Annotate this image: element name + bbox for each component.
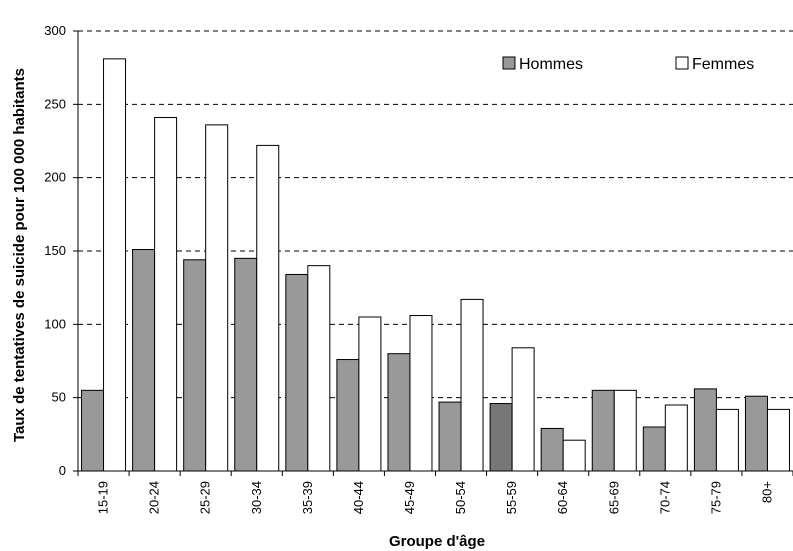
x-tick-label-30-34: 30-34: [249, 481, 264, 514]
bars: [81, 58, 790, 472]
x-tick-label-25-29: 25-29: [198, 481, 213, 514]
y-tick-label-0: 0: [59, 463, 66, 478]
x-tick-label-65-69: 65-69: [606, 481, 621, 514]
bar-femmes-70-74: [664, 404, 688, 472]
x-tick-label-60-64: 60-64: [555, 481, 570, 514]
bar-hommes-55-59: [489, 403, 513, 472]
bar-hommes-70-74: [642, 426, 666, 472]
x-tick-label-15-19: 15-19: [96, 481, 111, 514]
bar-hommes-20-24: [132, 249, 156, 472]
bar-hommes-60-64: [540, 427, 564, 472]
x-tick-label-55-59: 55-59: [504, 481, 519, 514]
bar-femmes-25-29: [205, 124, 229, 472]
bar-femmes-65-69: [613, 389, 637, 472]
y-tick-label-100: 100: [44, 316, 66, 331]
legend-swatch-hommes: [502, 56, 516, 70]
bar-hommes-35-39: [285, 273, 309, 472]
bar-femmes-60-64: [562, 439, 586, 472]
x-tick-label-50-54: 50-54: [453, 481, 468, 514]
y-tick-labels: 0 50 100 150 200 250 300: [44, 23, 66, 478]
x-tick-label-20-24: 20-24: [147, 481, 162, 514]
legend-label-femmes: Femmes: [692, 56, 754, 73]
y-tick-label-250: 250: [44, 96, 66, 111]
bar-femmes-80+: [766, 408, 790, 472]
bar-hommes-65-69: [591, 389, 615, 472]
bar-femmes-20-24: [154, 117, 178, 472]
y-tick-label-200: 200: [44, 170, 66, 185]
x-tick-labels: 15-19 20-24 25-29 30-34 35-39 40-44 45-49 50-54…: [96, 481, 775, 514]
x-tick-label-35-39: 35-39: [300, 481, 315, 514]
bar-femmes-50-54: [460, 298, 484, 472]
bar-femmes-40-44: [358, 316, 382, 472]
x-tick-label-75-79: 75-79: [708, 481, 723, 514]
x-tick-label-45-49: 45-49: [402, 481, 417, 514]
y-axis-title: Taux de tentatives de suicide pour 100 0…: [11, 68, 28, 442]
bar-hommes-50-54: [438, 401, 462, 472]
bar-hommes-30-34: [234, 257, 258, 472]
y-tick-label-300: 300: [44, 23, 66, 38]
bar-hommes-75-79: [693, 388, 717, 472]
bar-femmes-75-79: [715, 408, 739, 472]
bar-hommes-25-29: [183, 259, 207, 472]
legend: Hommes Femmes: [502, 56, 754, 73]
bar-hommes-15-19: [81, 389, 105, 472]
bar-femmes-55-59: [511, 347, 535, 472]
bar-femmes-15-19: [103, 58, 127, 472]
y-tick-label-150: 150: [44, 243, 66, 258]
x-tick-label-70-74: 70-74: [657, 481, 672, 514]
legend-label-hommes: Hommes: [519, 56, 583, 73]
legend-swatch-femmes: [675, 56, 689, 70]
bar-femmes-35-39: [307, 265, 331, 472]
bar-femmes-45-49: [409, 315, 433, 472]
x-tick-label-40-44: 40-44: [351, 481, 366, 514]
bar-hommes-45-49: [387, 353, 411, 472]
bar-femmes-30-34: [256, 144, 280, 472]
axes: [73, 30, 793, 476]
x-tick-label-80+: 80+: [759, 481, 774, 503]
bar-hommes-80+: [744, 395, 768, 472]
x-axis-title: Groupe d'âge: [389, 533, 485, 550]
y-tick-label-50: 50: [52, 390, 66, 405]
bar-hommes-40-44: [336, 359, 360, 472]
